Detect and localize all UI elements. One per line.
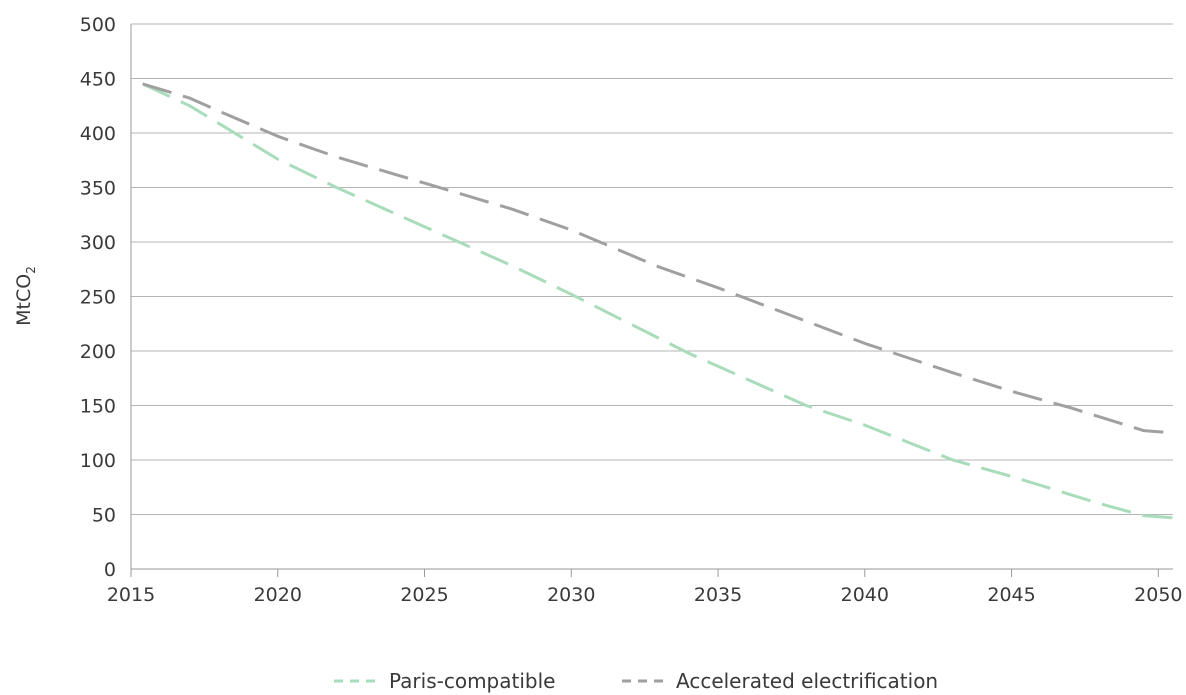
x-tick-label: 2045 xyxy=(987,584,1035,606)
y-tick-label: 150 xyxy=(80,396,116,418)
x-tick-label: 2040 xyxy=(841,584,889,606)
y-tick-label: 250 xyxy=(80,287,116,309)
series-layer xyxy=(142,82,1174,520)
y-tick-label: 500 xyxy=(80,14,116,36)
x-tick-label: 2050 xyxy=(1134,584,1182,606)
y-tick-label: 450 xyxy=(80,69,116,91)
y-tick-label: 200 xyxy=(80,341,116,363)
y-tick-label: 400 xyxy=(80,123,116,145)
x-axis-ticks: 2015 2020 2025 2030 2035 2040 2045 2050 xyxy=(107,569,1183,606)
series-line-paris-compatible xyxy=(142,82,1174,520)
x-tick-label: 2030 xyxy=(547,584,595,606)
grid-lines xyxy=(131,23,1173,515)
y-tick-label: 0 xyxy=(104,559,116,581)
x-tick-label: 2020 xyxy=(254,584,302,606)
x-tick-label: 2035 xyxy=(694,584,742,606)
y-axis-ticks: 0 50 100 150 200 250 300 350 400 450 500 xyxy=(80,14,116,581)
series-line-accelerated-electrification xyxy=(142,82,1174,435)
y-tick-label: 100 xyxy=(80,450,116,472)
x-tick-label: 2025 xyxy=(400,584,448,606)
y-tick-label: 50 xyxy=(92,505,116,527)
x-tick-label: 2015 xyxy=(107,584,155,606)
legend: Paris-compatible Accelerated electrifica… xyxy=(334,669,938,693)
y-tick-label: 350 xyxy=(80,178,116,200)
legend-label-accelerated-electrification: Accelerated electrification xyxy=(676,669,938,693)
legend-label-paris-compatible: Paris-compatible xyxy=(389,669,555,693)
y-axis-label: MtCO2 xyxy=(13,266,38,326)
y-tick-label: 300 xyxy=(80,232,116,254)
